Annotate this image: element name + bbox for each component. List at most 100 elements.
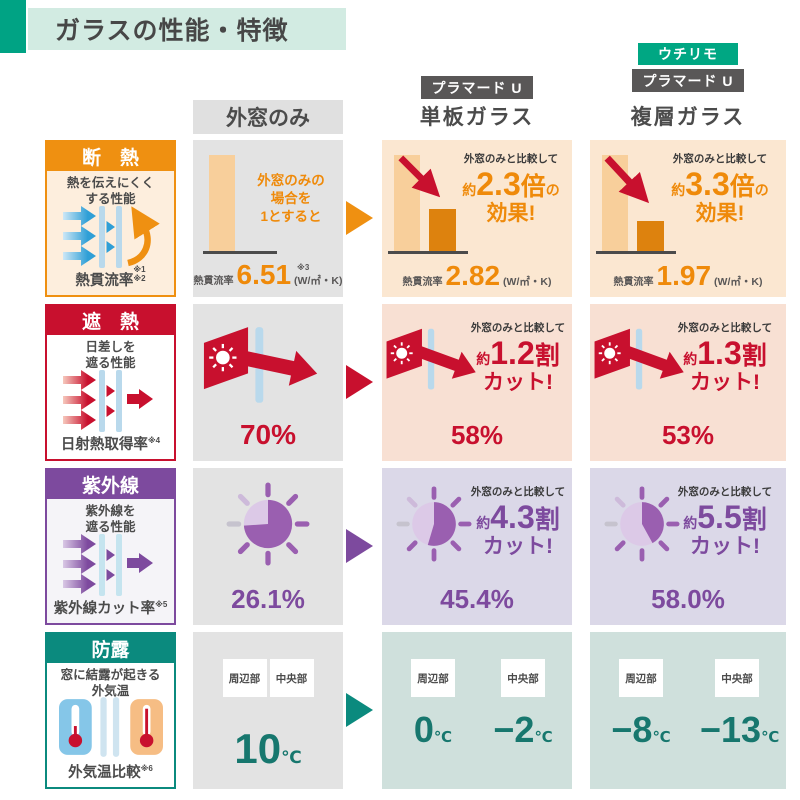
temp-single-peripheral: 0℃ [413, 709, 453, 750]
shading-description: 日差しを 遮る性能 [85, 340, 136, 371]
zone-center: 中央部 [501, 659, 545, 697]
bar-axis [596, 251, 676, 254]
insulation-single-cell: 外窓のみと比較して 約2.3倍の 効果! 熱貫流率 2.82 (W/㎡・K) [382, 140, 572, 297]
page-title: ガラスの性能・特徴 [55, 17, 289, 45]
insulation-description: 熱を伝えにくく する性能 [66, 176, 155, 207]
uv-cut-single: 45.4% [440, 584, 514, 614]
zone-peripheral: 周辺部 [619, 659, 663, 697]
column-header-double-glass: 複層ガラス [630, 106, 746, 129]
zone-peripheral-group: 周辺部 0℃ [396, 659, 470, 751]
uv-row-title: 紫外線 [47, 470, 174, 499]
comparison-bar-short [429, 209, 456, 251]
condensation-description: 窓に結露が起きる 外気温 [60, 668, 161, 699]
zone-center: 中央部 [715, 659, 759, 697]
footnote-mark: ※5 [155, 600, 168, 610]
sun-through-glass-icon [386, 328, 476, 390]
shading-double-cell: 外窓のみと比較して 約1.3割 カット! 53% [590, 304, 786, 461]
arrow-condensation [346, 693, 373, 727]
uv-metric-label: 紫外線カット率※5 [53, 600, 168, 617]
temp-baseline: 10℃ [234, 725, 302, 772]
footnote-mark: ※4 [147, 436, 161, 446]
zone-peripheral: 周辺部 [222, 659, 267, 697]
drop-arrow-icon [604, 155, 650, 204]
u-value-number: 6.51 [236, 259, 292, 290]
shading-label-card: 遮 熱 日差しを 遮る性能 日射熱取得率※4 [45, 304, 176, 461]
shading-metric-label: 日射熱取得率※4 [60, 436, 161, 453]
baseline-caption: 外窓のみの 場合を 1とすると [257, 173, 325, 225]
condensation-single-cell: 周辺部 0℃ 中央部 −2℃ [382, 632, 572, 789]
insulation-arrows-icon [62, 206, 160, 268]
sun-through-glass-icon [594, 328, 684, 390]
uv-cut-double: 58.0% [651, 584, 725, 614]
u-value-double: 熱貫流率 1.97 (W/㎡・K) [613, 260, 763, 291]
row-condensation: 防露 窓に結露が起きる 外気温 外気温比較※6 周辺部 中央部 [0, 632, 800, 789]
cut-text: 外窓のみと比較して 約5.5割 カット! [677, 486, 773, 558]
baseline-bar [209, 155, 235, 251]
insulation-baseline-cell: 外窓のみの 場合を 1とすると 熱貫流率 6.51 ※3 (W/㎡・K) [193, 140, 343, 297]
zone-peripheral-group: 周辺部 −8℃ [604, 659, 678, 751]
uv-label-card: 紫外線 紫外線を 遮る性能 紫外線カット率※5 [45, 468, 176, 625]
footnote-mark: ※6 [140, 764, 153, 774]
row-uv: 紫外線 紫外線を 遮る性能 紫外線カット率※5 [0, 468, 800, 625]
footnote-marks: ※1 ※2 [133, 265, 146, 283]
solar-gain-baseline: 70% [239, 419, 297, 450]
bar-axis [388, 251, 468, 254]
effect-text: 外窓のみと比較して 約2.3倍の 効果! [462, 153, 560, 225]
uv-cut-baseline: 26.1% [231, 584, 305, 614]
sun-pie-icon [226, 482, 310, 566]
condensation-label-card: 防露 窓に結露が起きる 外気温 外気温比較※6 [45, 632, 176, 789]
comparison-bar-short [637, 221, 664, 251]
column-header-baseline: 外窓のみ [193, 100, 343, 134]
zone-center: 中央部 [269, 659, 314, 697]
badge-uchirimo: ウチリモ [638, 43, 738, 65]
temp-double-peripheral: −8℃ [611, 709, 671, 750]
condensation-metric-label: 外気温比較※6 [68, 764, 153, 781]
uv-description: 紫外線を 遮る性能 [85, 504, 136, 535]
insulation-metric-label: 熱貫流率 ※1 ※2 [47, 265, 174, 290]
drop-arrow-icon [398, 155, 441, 198]
condensation-double-cell: 周辺部 −8℃ 中央部 −13℃ [590, 632, 786, 789]
solar-gain-double: 53% [661, 420, 715, 450]
u-value-baseline: 熱貫流率 6.51 ※3 (W/㎡・K) [193, 259, 343, 290]
badge-plamade-u-double: プラマード U [632, 69, 744, 92]
title-bar: ガラスの性能・特徴 [28, 8, 346, 50]
uv-double-cell: 外窓のみと比較して 約5.5割 カット! 58.0% [590, 468, 786, 625]
uv-single-cell: 外窓のみと比較して 約4.3割 カット! 45.4% [382, 468, 572, 625]
solar-gain-single: 58% [450, 420, 504, 450]
arrow-shading [346, 365, 373, 399]
title-accent-square [0, 0, 26, 53]
insulation-double-cell: 外窓のみと比較して 約3.3倍の 効果! 熱貫流率 1.97 (W/㎡・K) [590, 140, 786, 297]
badge-plamade-u-single: プラマード U [421, 76, 533, 99]
insulation-row-title: 断 熱 [47, 142, 174, 171]
shading-single-cell: 外窓のみと比較して 約1.2割 カット! 58% [382, 304, 572, 461]
temp-single-center: −2℃ [493, 709, 553, 750]
sun-through-glass-icon [203, 327, 318, 403]
u-value-single: 熱貫流率 2.82 (W/㎡・K) [402, 260, 552, 291]
sun-pie-icon [604, 486, 680, 562]
temp-double-center: −13℃ [700, 709, 780, 750]
insulation-label-card: 断 熱 熱を伝えにくく する性能 熱貫流率 ※1 ※2 [45, 140, 176, 297]
zone-labels: 周辺部 中央部 [193, 659, 343, 697]
cut-text: 外窓のみと比較して 約1.2割 カット! [470, 322, 566, 394]
shading-row-title: 遮 熱 [47, 306, 174, 335]
arrow-uv [346, 529, 373, 563]
zone-center-group: 中央部 −2℃ [486, 659, 560, 751]
shading-baseline-cell: 70% [193, 304, 343, 461]
sun-pie-icon [396, 486, 472, 562]
bar-axis [203, 251, 277, 254]
zone-peripheral: 周辺部 [411, 659, 455, 697]
effect-text: 外窓のみと比較して 約3.3倍の 効果! [671, 153, 769, 225]
column-header-single-glass: 単板ガラス [419, 106, 535, 129]
thermometers-icon [58, 697, 163, 757]
condensation-row-title: 防露 [47, 634, 174, 663]
zone-center-group: 中央部 −13℃ [700, 659, 780, 751]
arrow-insulation [346, 201, 373, 235]
condensation-baseline-cell: 周辺部 中央部 10℃ [193, 632, 343, 789]
row-shading: 遮 熱 日差しを 遮る性能 日射熱取得率※4 [0, 304, 800, 461]
cut-text: 外窓のみと比較して 約4.3割 カット! [470, 486, 566, 558]
metric-text: 熱貫流率 [75, 273, 134, 289]
row-insulation: 断 熱 熱を伝えにくく する性能 熱貫流率 ※1 ※2 外窓のみの 場合を 1とする… [0, 140, 800, 297]
shading-arrows-icon [62, 370, 153, 432]
uv-baseline-cell: 26.1% [193, 468, 343, 625]
